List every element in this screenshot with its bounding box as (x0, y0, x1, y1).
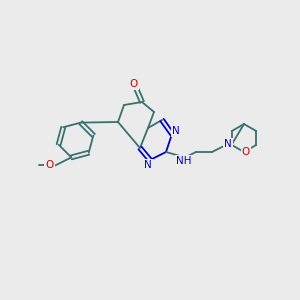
Text: O: O (45, 160, 53, 170)
Text: N: N (224, 139, 232, 149)
Text: N: N (144, 160, 152, 170)
Text: O: O (242, 147, 250, 157)
Text: N: N (172, 126, 180, 136)
Text: O: O (130, 79, 138, 89)
Text: NH: NH (176, 156, 192, 166)
